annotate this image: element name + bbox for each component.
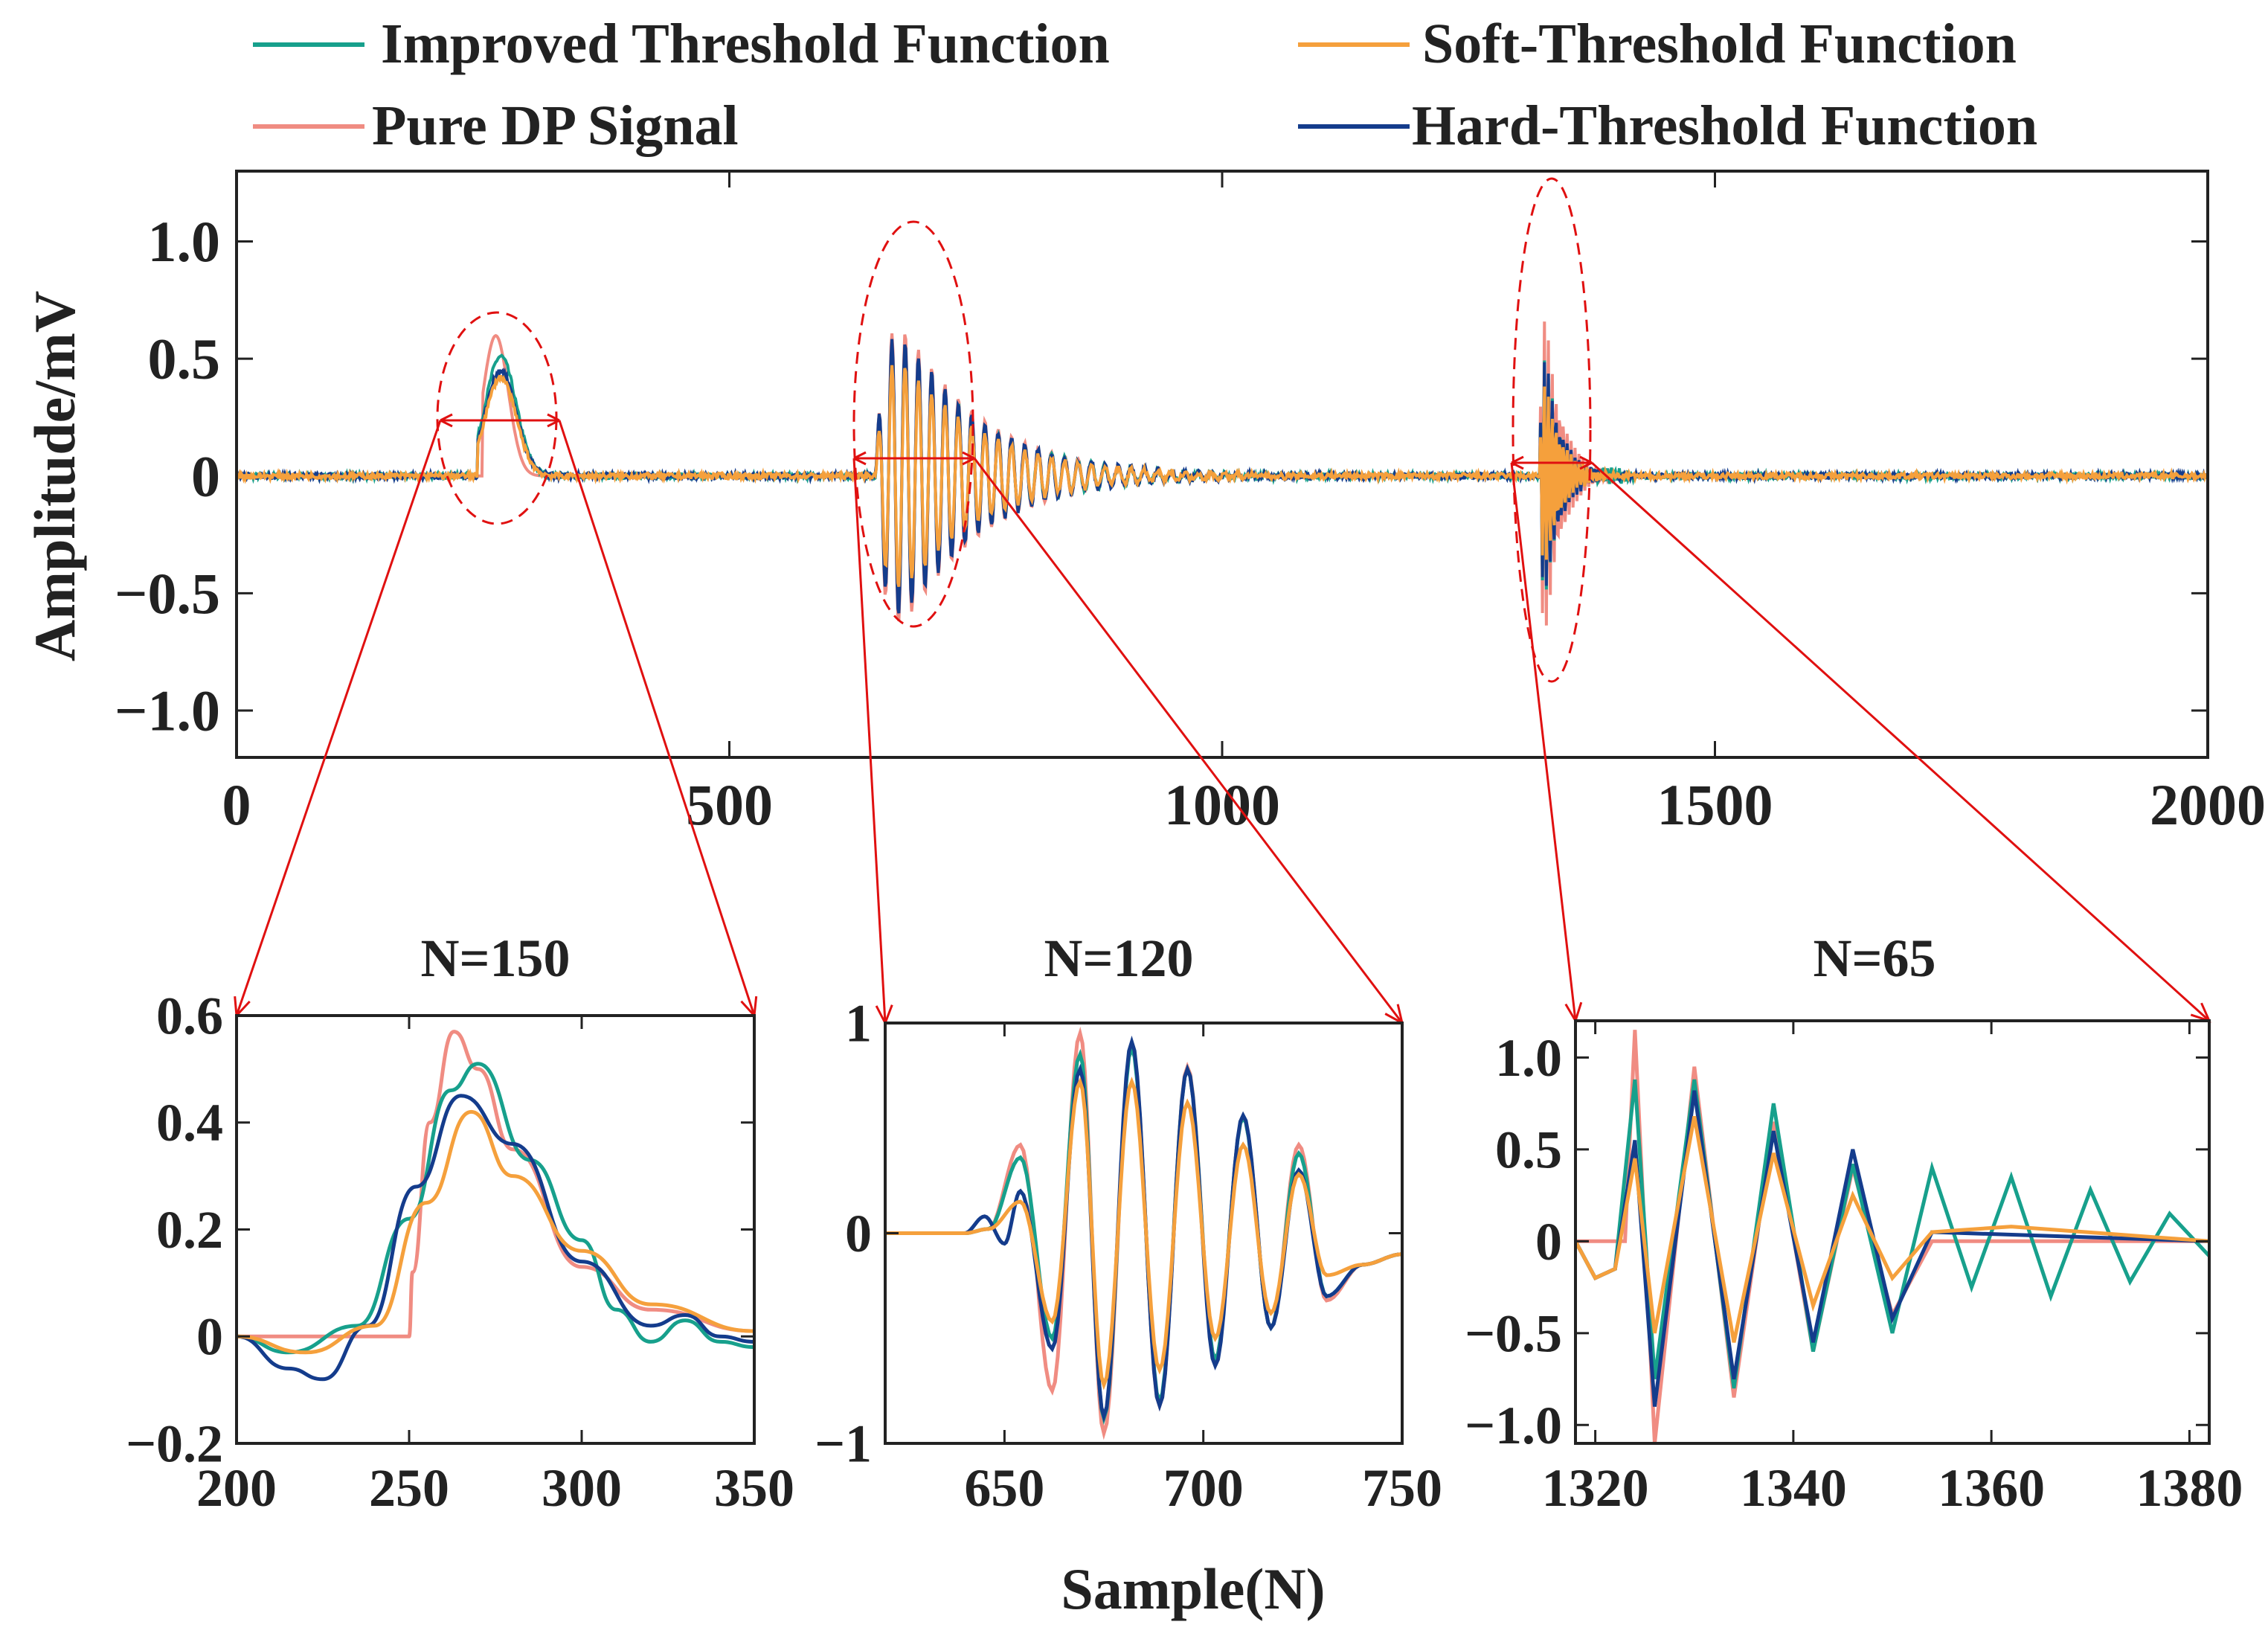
- y-tick-label: 0: [196, 1307, 223, 1367]
- zoom-connector-line: [1590, 461, 2211, 1022]
- inset-n65-series: [1575, 1030, 2209, 1443]
- y-tick-label: 1.0: [148, 209, 221, 274]
- inset-n150-ticks: 200 250 300 350 0.6 0.4 0.2 0 −0.2: [126, 986, 794, 1518]
- main-chart: Amplitude/mV 0 500 1000 1500 2000 1.0 0.5 0 −0.5…: [22, 170, 2266, 837]
- inset-n65-title: N=65: [1813, 929, 1935, 988]
- main-ylabel: Amplitude/mV: [22, 291, 87, 661]
- x-tick-label: 1380: [2136, 1458, 2243, 1518]
- inset-n120-ticks: 650 700 750 1 0 −1: [815, 993, 1442, 1518]
- x-tick-label: 0: [222, 772, 251, 837]
- highlight-ellipse: [852, 220, 974, 628]
- inset-series-hard: [237, 1094, 754, 1382]
- main-yticks: 0 500 1000 1500 2000 1.0 0.5 0 −0.5 −1.0: [115, 171, 2266, 837]
- inset-n120: N=120 650 700 750 1 0 −1: [815, 929, 1442, 1518]
- x-tick-label: 700: [1163, 1458, 1244, 1518]
- x-tick-label: 1340: [1740, 1458, 1847, 1518]
- x-tick-label: 250: [369, 1458, 449, 1518]
- legend: Improved Threshold Function Soft-Thresho…: [253, 13, 2037, 157]
- inset-n150-frame: [235, 1014, 756, 1445]
- y-tick-label: 1: [845, 993, 872, 1053]
- legend-entry-pure: Pure DP Signal: [253, 94, 739, 157]
- y-tick-label: −0.2: [126, 1414, 223, 1473]
- shared-xlabel: Sample(N): [1061, 1556, 1325, 1621]
- range-arrowhead: [440, 413, 560, 428]
- x-tick-label: 650: [964, 1458, 1044, 1518]
- inset-n65-frame: [1574, 1019, 2211, 1445]
- y-tick-label: −0.5: [115, 561, 220, 626]
- y-tick-label: 0: [1535, 1212, 1562, 1272]
- inset-series-soft: [1575, 1115, 2209, 1343]
- y-tick-label: 0.5: [1495, 1120, 1562, 1179]
- main-series-soft: [235, 365, 2209, 587]
- inset-series-soft: [885, 1077, 1402, 1391]
- x-tick-label: 350: [714, 1458, 794, 1518]
- legend-entry-soft: Soft-Threshold Function: [1298, 13, 2017, 75]
- inset-n120-title: N=120: [1044, 929, 1193, 988]
- y-tick-label: −1.0: [115, 678, 220, 743]
- inset-n150: N=150 200 250 300 350 0.6 0.4 0.2 0 −0.2: [126, 929, 794, 1518]
- inset-series-hard: [885, 1035, 1402, 1423]
- range-arrowhead: [1511, 455, 1593, 470]
- x-tick-label: 1500: [1657, 772, 1773, 837]
- y-tick-label: 0.4: [156, 1093, 223, 1152]
- inset-n150-title: N=150: [420, 929, 570, 988]
- inset-series-improved: [237, 1062, 754, 1355]
- y-tick-label: 0: [845, 1204, 872, 1263]
- legend-label-improved: Improved Threshold Function: [381, 13, 1110, 75]
- inset-series-improved: [1575, 1079, 2209, 1389]
- zoom-connector-line: [973, 458, 1404, 1024]
- inset-n65: N=65 1320 1340 1360 1380 1.0 0.5 0 −0.5 −1.0: [1465, 929, 2243, 1518]
- x-tick-label: 200: [196, 1458, 277, 1518]
- x-tick-label: 1360: [1938, 1458, 2045, 1518]
- y-tick-label: 0.5: [148, 327, 221, 391]
- y-tick-label: 1.0: [1495, 1028, 1562, 1088]
- legend-label-hard: Hard-Threshold Function: [1412, 94, 2037, 157]
- y-tick-label: 0.6: [156, 986, 223, 1045]
- y-tick-label: 0: [191, 443, 220, 508]
- inset-series-soft: [237, 1109, 754, 1355]
- main-axes-frame: [235, 170, 2209, 759]
- legend-entry-hard: Hard-Threshold Function: [1298, 94, 2037, 157]
- zoom-connector-line: [852, 458, 887, 1024]
- main-highlight-ellipses: [436, 177, 1593, 683]
- inset-n120-frame: [884, 1022, 1404, 1445]
- zoom-connector-line: [558, 420, 756, 1016]
- main-series: [235, 321, 2209, 626]
- x-tick-label: 750: [1362, 1458, 1442, 1518]
- legend-label-soft: Soft-Threshold Function: [1422, 13, 2017, 75]
- x-tick-label: 1000: [1164, 772, 1280, 837]
- highlight-ellipse: [1512, 177, 1592, 683]
- y-tick-label: −1: [815, 1414, 872, 1473]
- range-arrowhead: [853, 451, 975, 466]
- inset-series-pure: [237, 1030, 754, 1338]
- y-tick-label: −1.0: [1465, 1396, 1562, 1455]
- legend-label-pure: Pure DP Signal: [372, 94, 739, 157]
- inset-n150-series: [237, 1030, 754, 1382]
- y-tick-label: −0.5: [1465, 1304, 1562, 1363]
- zoom-connector-line: [1510, 462, 1577, 1022]
- inset-n120-series: [885, 1026, 1402, 1440]
- y-tick-label: 0.2: [156, 1200, 223, 1260]
- x-tick-label: 500: [686, 772, 773, 837]
- inset-n65-ticks: 1320 1340 1360 1380 1.0 0.5 0 −0.5 −1.0: [1465, 1021, 2243, 1518]
- x-tick-label: 1320: [1542, 1458, 1649, 1518]
- x-tick-label: 300: [542, 1458, 622, 1518]
- highlight-ellipse: [436, 311, 558, 525]
- x-tick-label: 2000: [2150, 772, 2266, 837]
- zoom-connector-line: [235, 420, 442, 1016]
- legend-entry-improved: Improved Threshold Function: [253, 13, 1110, 75]
